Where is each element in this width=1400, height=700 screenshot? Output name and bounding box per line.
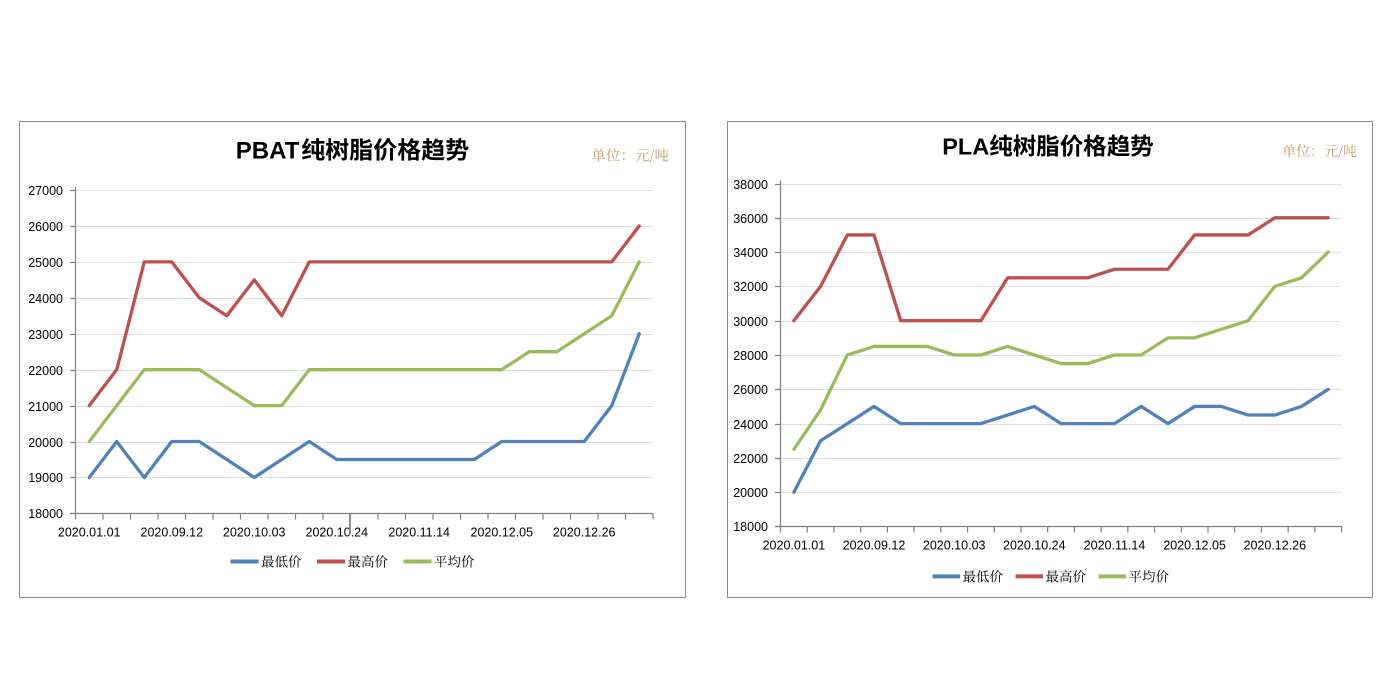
svg-text:21000: 21000 bbox=[28, 400, 63, 414]
svg-text:22000: 22000 bbox=[733, 452, 768, 466]
svg-text:2020.10.03: 2020.10.03 bbox=[223, 526, 286, 540]
svg-text:26000: 26000 bbox=[733, 383, 768, 397]
svg-text:2020.11.14: 2020.11.14 bbox=[388, 526, 450, 540]
svg-text:20000: 20000 bbox=[28, 436, 63, 450]
svg-text:2020.01.01: 2020.01.01 bbox=[763, 539, 826, 553]
svg-text:19000: 19000 bbox=[28, 471, 63, 485]
svg-text:2020.12.05: 2020.12.05 bbox=[1163, 539, 1226, 553]
svg-text:18000: 18000 bbox=[28, 507, 63, 521]
svg-text:2020.10.24: 2020.10.24 bbox=[306, 526, 369, 540]
svg-text:2020.10.24: 2020.10.24 bbox=[1003, 539, 1066, 553]
svg-text:38000: 38000 bbox=[733, 178, 768, 192]
svg-text:2020.12.26: 2020.12.26 bbox=[1244, 539, 1307, 553]
svg-text:34000: 34000 bbox=[733, 246, 768, 260]
svg-text:2020.09.12: 2020.09.12 bbox=[141, 526, 204, 540]
svg-text:36000: 36000 bbox=[733, 212, 768, 226]
svg-text:28000: 28000 bbox=[733, 349, 768, 363]
svg-text:2020.12.05: 2020.12.05 bbox=[471, 526, 534, 540]
svg-text:24000: 24000 bbox=[733, 418, 768, 432]
svg-text:PLA: PLA bbox=[942, 134, 989, 160]
svg-text:30000: 30000 bbox=[733, 315, 768, 329]
svg-text:2020.12.26: 2020.12.26 bbox=[553, 526, 616, 540]
svg-text:22000: 22000 bbox=[28, 364, 63, 378]
svg-text:2020.01.01: 2020.01.01 bbox=[58, 526, 121, 540]
svg-text:24000: 24000 bbox=[28, 292, 63, 306]
svg-text:2020.10.03: 2020.10.03 bbox=[923, 539, 986, 553]
svg-text:20000: 20000 bbox=[733, 486, 768, 500]
svg-text:2020.11.14: 2020.11.14 bbox=[1084, 539, 1146, 553]
svg-text:32000: 32000 bbox=[733, 280, 768, 294]
svg-text:PBAT: PBAT bbox=[236, 138, 300, 165]
svg-text:25000: 25000 bbox=[28, 256, 63, 270]
svg-text:18000: 18000 bbox=[733, 520, 768, 534]
svg-text:2020.09.12: 2020.09.12 bbox=[843, 539, 906, 553]
svg-text:23000: 23000 bbox=[28, 328, 63, 342]
svg-text:26000: 26000 bbox=[28, 220, 63, 234]
svg-text:27000: 27000 bbox=[28, 184, 63, 198]
